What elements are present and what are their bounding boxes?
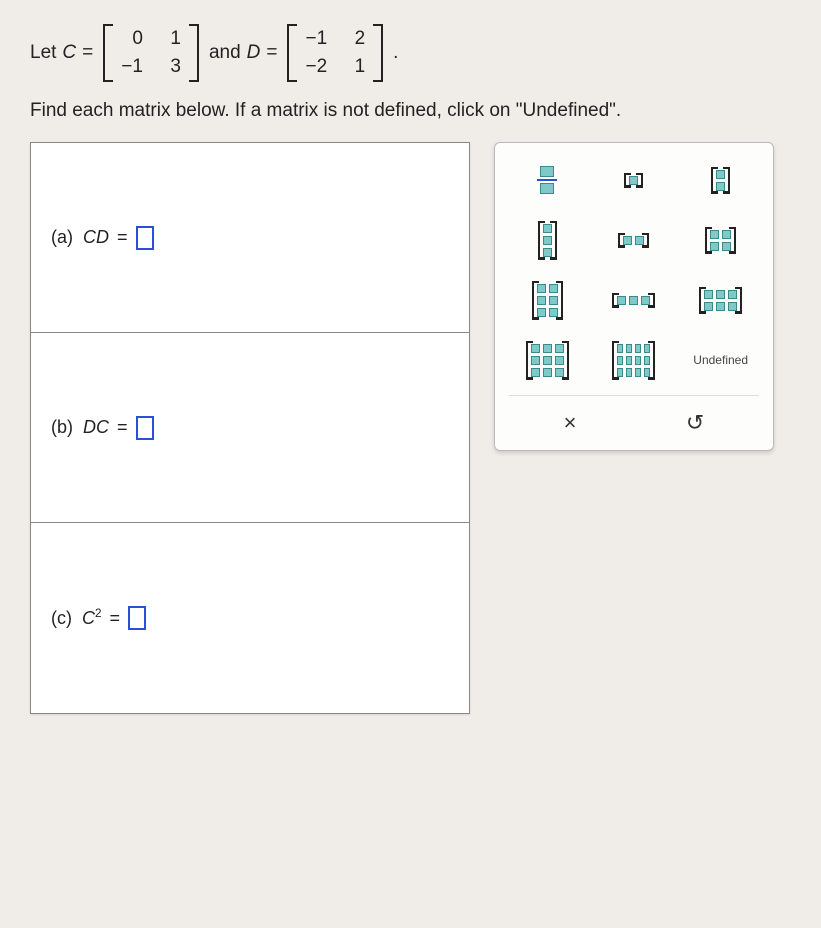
part-a-label: (a)	[51, 227, 73, 248]
part-b-expr: DC	[83, 417, 109, 438]
matrix-1x1[interactable]	[606, 159, 662, 201]
matrix-d: −1 2 −2 1	[285, 20, 385, 86]
matrix-3x1[interactable]	[519, 219, 575, 261]
fraction-template[interactable]	[519, 159, 575, 201]
part-c-expr: C2	[82, 607, 102, 629]
palette-footer: × ↺	[509, 395, 759, 440]
template-palette: Undefined × ↺	[494, 142, 774, 451]
answer-table: (a) CD = (b) DC = (c) C2 =	[30, 142, 470, 714]
matrix-c-00: 0	[121, 28, 143, 50]
part-a-row: (a) CD =	[31, 143, 469, 333]
part-b-row: (b) DC =	[31, 333, 469, 523]
matrix-c-01: 1	[161, 28, 181, 50]
and-text: and	[209, 42, 241, 64]
part-c-row: (c) C2 =	[31, 523, 469, 713]
matrix-3x2[interactable]	[519, 279, 575, 321]
matrix-1x3[interactable]	[606, 279, 662, 321]
matrix-d-11: 1	[345, 56, 365, 78]
equals-d: =	[266, 42, 277, 64]
matrix-1x2[interactable]	[606, 219, 662, 261]
matrix-c-10: −1	[121, 56, 143, 78]
palette-grid: Undefined	[509, 159, 759, 381]
matrix-c: 0 1 −1 3	[101, 20, 201, 86]
matrix-c-11: 3	[161, 56, 181, 78]
part-c-label: (c)	[51, 608, 72, 629]
part-c-equals: =	[110, 608, 121, 629]
undefined-option[interactable]: Undefined	[693, 353, 748, 367]
matrix-d-00: −1	[305, 28, 327, 50]
let-line: Let C = 0 1 −1 3 and D = −1 2 −2 1 .	[30, 20, 791, 86]
part-a-equals: =	[117, 227, 128, 248]
matrix-d-01: 2	[345, 28, 365, 50]
part-a-input[interactable]	[136, 226, 154, 250]
instruction-text: Find each matrix below. If a matrix is n…	[30, 100, 791, 122]
work-area: (a) CD = (b) DC = (c) C2 =	[30, 142, 791, 714]
matrix-3x4[interactable]	[606, 339, 662, 381]
var-d: D	[247, 42, 261, 64]
clear-button[interactable]: ×	[544, 406, 597, 440]
equals-c: =	[82, 42, 93, 64]
part-a-expr: CD	[83, 227, 109, 248]
let-text: Let	[30, 42, 56, 64]
matrix-3x3[interactable]	[519, 339, 575, 381]
matrix-2x1[interactable]	[693, 159, 749, 201]
reset-button[interactable]: ↺	[666, 406, 724, 440]
part-c-input[interactable]	[128, 606, 146, 630]
period: .	[393, 42, 398, 64]
problem-statement: Let C = 0 1 −1 3 and D = −1 2 −2 1 . Fin…	[30, 20, 791, 122]
var-c: C	[62, 42, 76, 64]
matrix-d-10: −2	[305, 56, 327, 78]
matrix-2x2[interactable]	[693, 219, 749, 261]
part-b-label: (b)	[51, 417, 73, 438]
fraction-icon	[537, 166, 557, 194]
matrix-2x3[interactable]	[693, 279, 749, 321]
part-b-input[interactable]	[136, 416, 154, 440]
part-b-equals: =	[117, 417, 128, 438]
